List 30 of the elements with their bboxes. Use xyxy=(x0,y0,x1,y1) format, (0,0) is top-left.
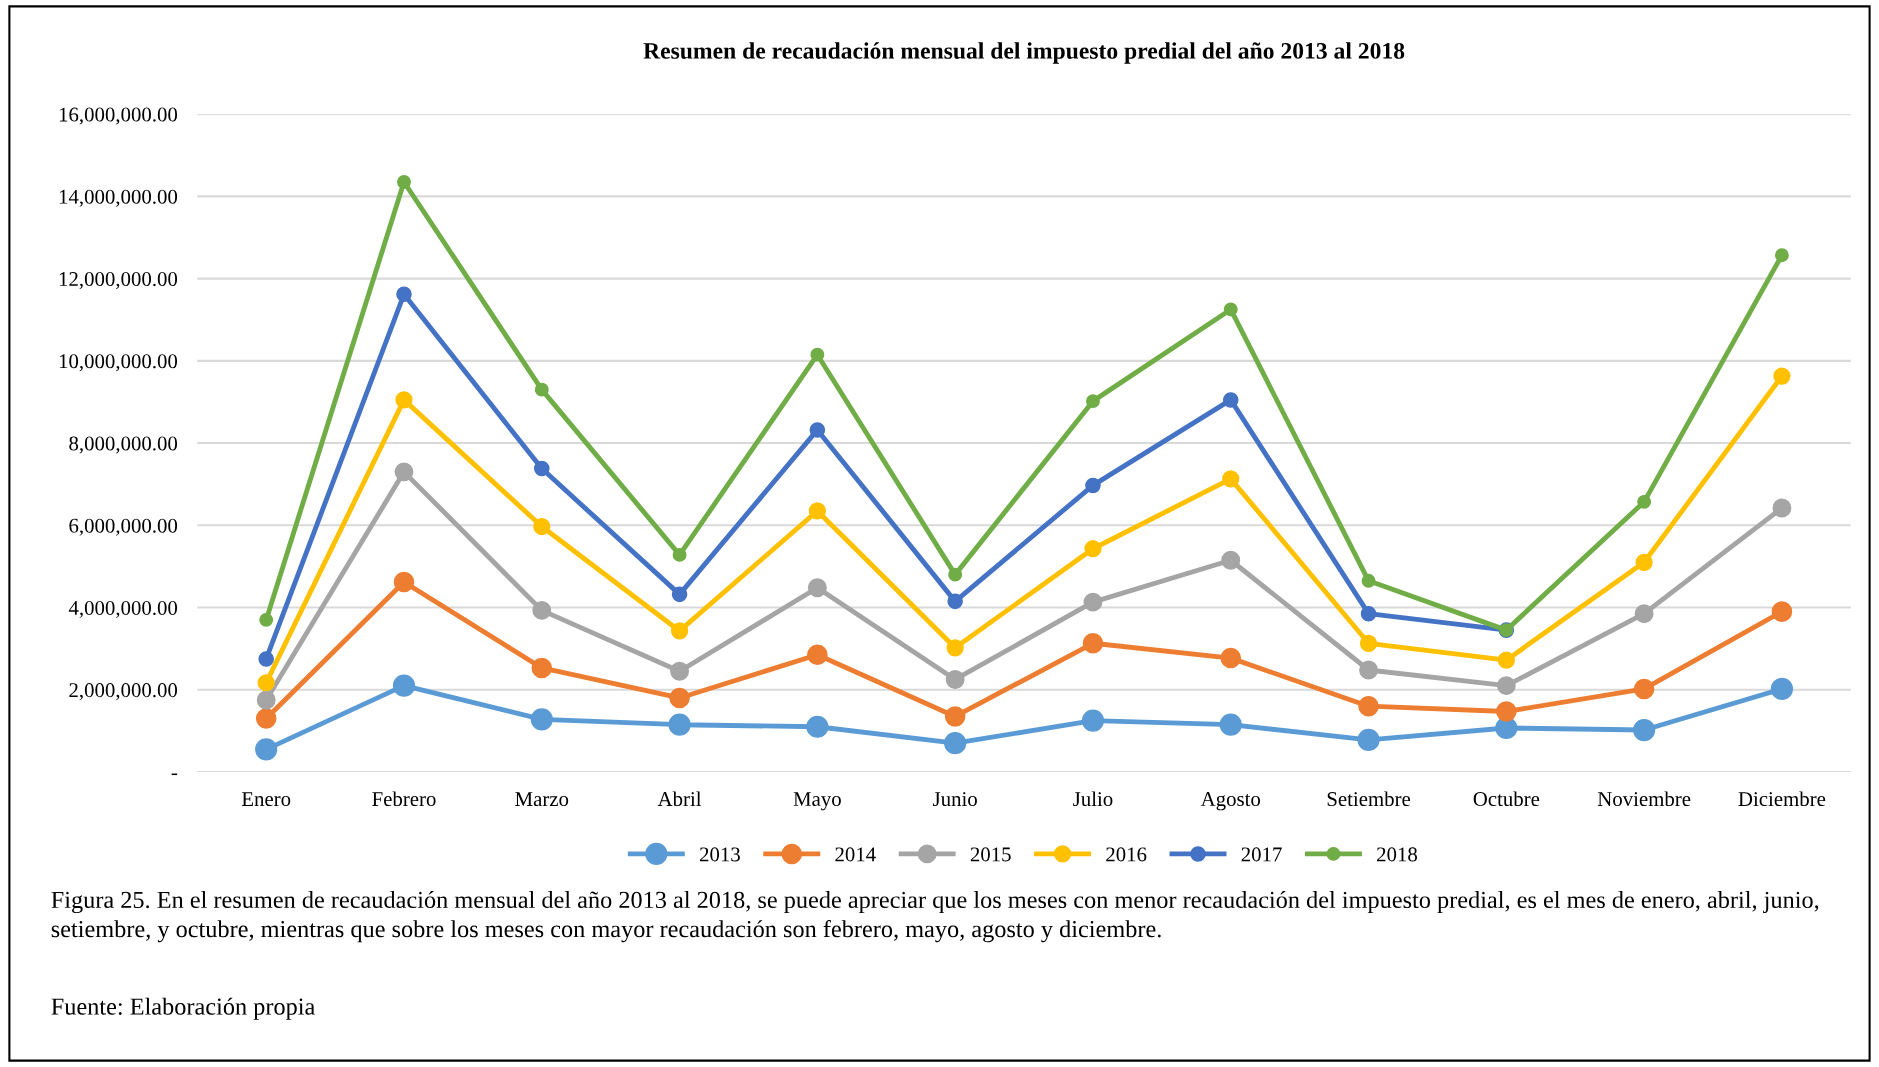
chart-title: Resumen de recaudación mensual del impuesto predial del año 2013 al 2018 xyxy=(643,42,1405,64)
legend-label: 2018 xyxy=(1377,847,1418,862)
x-tick-label: Octubre xyxy=(1473,791,1540,807)
x-tick-label: Julio xyxy=(1073,791,1113,807)
legend-label: 2017 xyxy=(1241,847,1282,862)
y-tick-label: - xyxy=(171,773,178,776)
text: Figura 25. En el resumen de recaudación mensual del año 2013 al 2018, se puede apreciar que los meses con menor recaudación del impuesto predial, es el mes de enero, abril, junio, setiembre, y octubre, mientras que sobre los meses con mayor recaudación son febrero, mayo, agosto y diciembre. xyxy=(51,890,1819,943)
y-tick-label: 4,000,000.00 xyxy=(68,600,178,618)
y-tick-label: 16,000,000.00 xyxy=(59,107,178,125)
legend-label: 2014 xyxy=(835,847,876,862)
x-tick-label: Junio xyxy=(933,792,977,807)
x-tick-label: Mayo xyxy=(793,792,841,811)
x-tick-label: Diciembre xyxy=(1738,791,1826,807)
legend-label: 2015 xyxy=(970,847,1011,862)
y-tick-label: 10,000,000.00 xyxy=(59,354,178,372)
x-tick-label: Agosto xyxy=(1200,792,1261,811)
y-tick-label: 2,000,000.00 xyxy=(69,683,178,701)
x-tick-label: Setiembre xyxy=(1327,791,1411,807)
source-note: Fuente: Elaboración propia xyxy=(51,997,315,1020)
y-tick-label: 12,000,000.00 xyxy=(59,271,178,290)
legend-label: 2016 xyxy=(1106,847,1147,862)
x-tick-label: Abril xyxy=(657,791,702,807)
x-tick-label: Noviembre xyxy=(1597,791,1691,807)
x-tick-label: Enero xyxy=(241,792,291,807)
y-tick-label: 6,000,000.00 xyxy=(69,518,178,536)
y-tick-label: 8,000,000.00 xyxy=(69,436,178,454)
legend-label: 2013 xyxy=(699,847,740,862)
y-tick-label: 14,000,000.00 xyxy=(59,189,178,207)
x-tick-label: Marzo xyxy=(515,792,569,807)
x-tick-label: Febrero xyxy=(372,791,436,807)
